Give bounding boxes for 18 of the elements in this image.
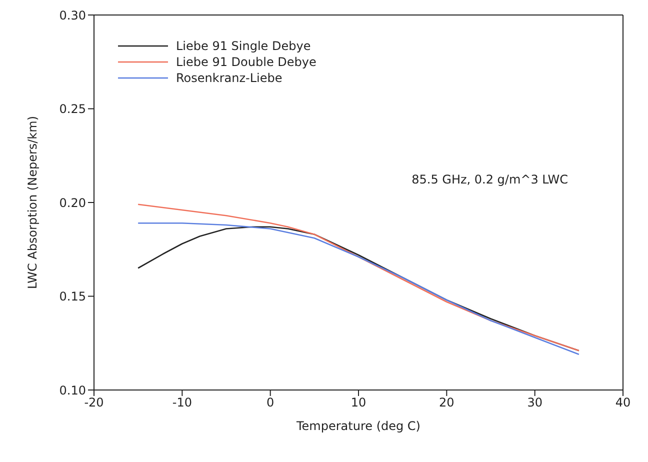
legend-label: Liebe 91 Double Debye	[176, 54, 316, 70]
x-tick-label: -10	[172, 396, 192, 410]
x-axis-title: Temperature (deg C)	[295, 419, 421, 433]
y-tick-label: 0.10	[59, 383, 86, 398]
x-tick-label: 10	[350, 396, 366, 410]
annotation: 85.5 GHz, 0.2 g/m^3 LWC	[412, 172, 568, 187]
y-tick-label: 0.25	[59, 102, 86, 116]
x-tick-label: 40	[615, 396, 631, 410]
y-tick-label: 0.20	[59, 196, 86, 210]
legend-label: Rosenkranz-Liebe	[176, 70, 282, 86]
y-tick-label: 0.30	[59, 8, 86, 22]
x-tick-label: -20	[84, 396, 104, 410]
x-tick-label: 20	[439, 396, 454, 410]
x-tick-label: 30	[527, 396, 542, 410]
y-axis-title: LWC Absorption (Nepers/km)	[25, 116, 40, 290]
x-tick-label: 0	[266, 396, 274, 410]
legend-label: Liebe 91 Single Debye	[176, 38, 311, 54]
y-tick-label: 0.15	[59, 290, 86, 304]
